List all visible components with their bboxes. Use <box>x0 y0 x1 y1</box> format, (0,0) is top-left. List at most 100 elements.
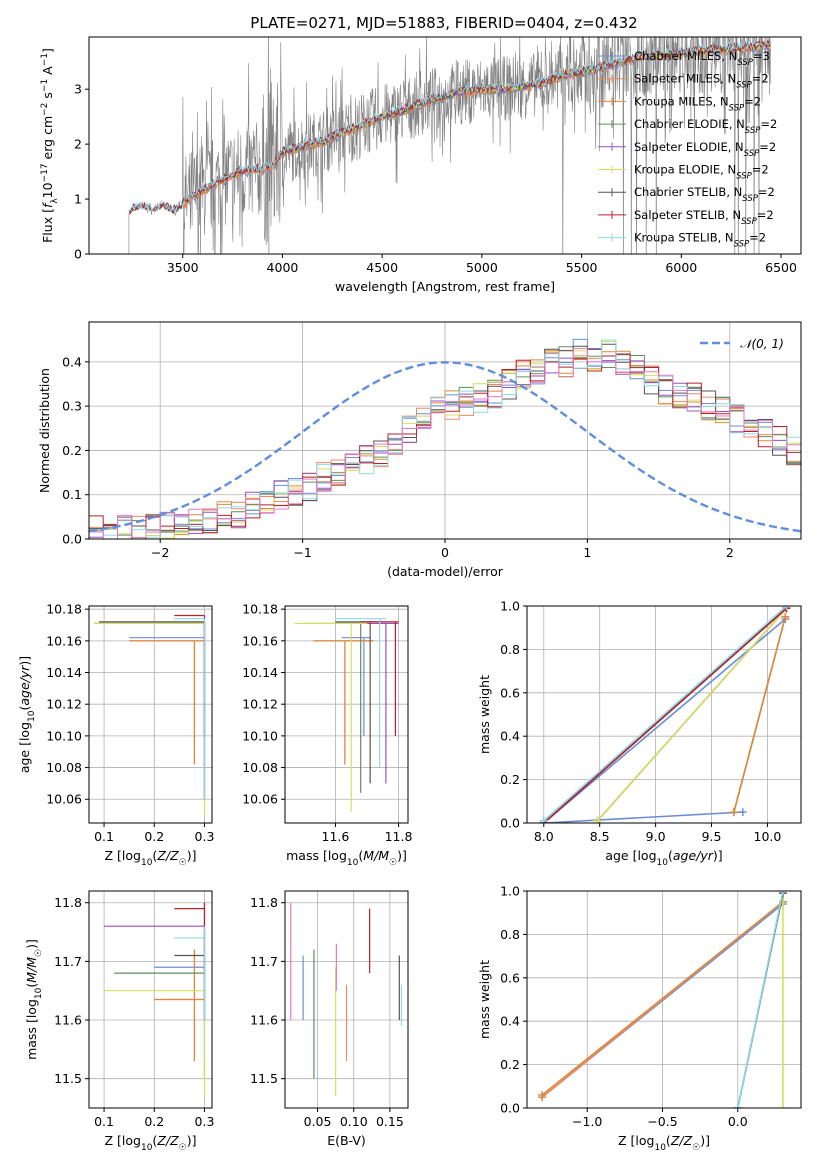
legend-entry-suffix: =2 <box>759 140 776 154</box>
y-axis-label-part: ( <box>17 706 32 711</box>
legend-entry-label: Kroupa STELIB, N <box>634 231 734 245</box>
y-tick-label: 0 <box>74 247 82 262</box>
y-axis-label-part: mass [log <box>24 999 39 1060</box>
y-tick-label: 10.06 <box>242 792 278 807</box>
model-line <box>128 41 771 213</box>
y-axis-label-part: Flux [ <box>40 208 55 243</box>
x-axis-label: age [log10(age/yr)] <box>605 848 722 868</box>
y-axis-label-part: mass weight <box>477 960 492 1039</box>
legend-entry-suffix: =2 <box>758 185 775 199</box>
plot-area <box>539 606 791 823</box>
x-axis-label-part: age/yr <box>673 848 714 863</box>
x-tick-label: 8.0 <box>534 829 554 844</box>
x-tick-label: 0.3 <box>195 1114 215 1129</box>
legend-entry: Chabrier ELODIE, NSSP=2 <box>634 117 777 136</box>
legend-entry-label: Kroupa MILES, N <box>634 94 729 108</box>
x-axis-label-part: 10 <box>657 858 669 868</box>
x-tick-label: 0.1 <box>94 1114 114 1129</box>
panel-mass-vs-Z: 0.1 0.2 0.311.511.611.711.8Z [log10(Z/Z☉)]… <box>24 890 215 1153</box>
y-tick-label: 11.7 <box>250 954 278 969</box>
x-tick-label: 4500 <box>366 260 398 275</box>
y-axis-label-part: erg cm <box>40 116 55 164</box>
y-tick-label: 10.14 <box>46 665 82 680</box>
panel-mass-vs-EBV: 0.05 0.10 0.15 11.5 11.6 11.7 11.8 E(B-V) <box>250 890 409 1148</box>
x-tick-label: 11.8 <box>385 829 413 844</box>
histogram-step <box>89 346 801 536</box>
x-tick-label: 0.05 <box>304 1114 332 1129</box>
x-tick-label: 0.15 <box>376 1114 404 1129</box>
y-axis-label: Flux [fλ10−17 erg cm−2 s−1 A−1] <box>40 48 60 243</box>
y-tick-label: 11.5 <box>250 1071 278 1086</box>
histogram-step <box>89 348 801 539</box>
legend-entry-suffix: =2 <box>760 117 777 131</box>
y-tick-label: 0.6 <box>500 970 520 985</box>
y-axis-label-part: −17 <box>40 163 50 182</box>
y-tick-label: 11.8 <box>250 895 278 910</box>
y-tick-label: 0.1 <box>62 487 82 502</box>
legend-entry-label: Salpeter MILES, N <box>634 72 736 86</box>
y-tick-label: 0.3 <box>62 399 82 414</box>
x-tick-label: 0.0 <box>728 1114 748 1129</box>
axes-frame <box>284 605 409 824</box>
legend-entry: Chabrier MILES, NSSP=3 <box>634 49 770 68</box>
x-axis-label-part: ☉ <box>179 1143 187 1153</box>
y-tick-label: 10.10 <box>46 728 82 743</box>
x-axis-label-part: 10 <box>654 1143 666 1153</box>
x-tick-label: 8.5 <box>590 829 610 844</box>
y-axis-label-part: ] <box>40 48 55 53</box>
x-axis-label-part: ☉ <box>179 858 187 868</box>
y-axis-label: Normed distribution <box>37 368 52 493</box>
y-axis-label-part: −1 <box>40 53 50 66</box>
panel-spectrum: 3500 4000 4500 5000 5500 6000 6500 0 1 2 3 Chabrier… <box>40 36 802 294</box>
y-axis-label-part: λ <box>50 198 60 204</box>
legend-entry-suffix: =2 <box>749 231 766 245</box>
x-axis-label-part: 10 <box>347 858 359 868</box>
figure-title: PLATE=0271, MJD=51883, FIBERID=0404, z=0… <box>250 14 637 32</box>
legend-entry-sub: SSP <box>736 172 752 182</box>
y-axis-label-part: )] <box>24 939 39 949</box>
plot-area <box>538 891 787 1108</box>
x-tick-label: 0 <box>441 545 449 560</box>
x-tick-label: −0.5 <box>647 1114 677 1129</box>
y-axis-label-part: Normed distribution <box>37 368 52 493</box>
legend-entry-label: Kroupa ELODIE, N <box>634 163 736 177</box>
mass-weight-line <box>542 618 786 823</box>
x-axis-label-part: ( <box>666 1133 671 1148</box>
x-tick-label: 10.0 <box>754 829 782 844</box>
histogram-step <box>89 352 801 539</box>
legend-entry-suffix: =3 <box>753 49 770 63</box>
axes-frame <box>526 890 802 1109</box>
legend-entry-sub: SSP <box>742 194 758 204</box>
x-axis-label-part: wavelength [Angstrom, rest frame] <box>335 279 555 294</box>
x-axis-label-part: Z [log <box>105 848 141 863</box>
x-tick-label: 1 <box>583 545 591 560</box>
x-tick-label: −1.0 <box>572 1114 602 1129</box>
x-tick-label: −2 <box>151 545 169 560</box>
x-axis-label-part: )] <box>187 1133 197 1148</box>
y-tick-label: 1 <box>74 192 82 207</box>
normal-curve <box>89 361 801 533</box>
x-axis-label: Z [log10(Z/Z☉)] <box>105 1133 197 1153</box>
y-tick-label: 0.0 <box>62 532 82 547</box>
x-tick-label: 0.2 <box>144 1114 164 1129</box>
y-tick-label: 2 <box>74 137 82 152</box>
x-axis-label-part: 10 <box>141 858 153 868</box>
y-tick-label: 10.12 <box>46 697 82 712</box>
y-axis-label-part: M/M <box>24 957 39 983</box>
x-tick-label: 5000 <box>466 260 498 275</box>
plot-area <box>290 902 403 1097</box>
x-axis-label-part: Z/Z <box>670 1133 693 1148</box>
x-axis-label: (data-model)/error <box>387 564 504 579</box>
x-axis-label-part: Z [log <box>618 1133 654 1148</box>
legend-entry: Kroupa STELIB, NSSP=2 <box>634 231 766 250</box>
histogram-step <box>89 350 801 539</box>
y-axis-label-part: ☉ <box>34 949 44 957</box>
histogram-step <box>89 343 801 532</box>
axes-frame <box>526 605 802 824</box>
axes-frame <box>88 890 213 1109</box>
x-tick-label: 0.10 <box>340 1114 368 1129</box>
y-tick-label: 0.0 <box>500 816 520 831</box>
y-tick-label: 10.18 <box>46 602 82 617</box>
y-axis-label-part: A <box>40 66 55 79</box>
